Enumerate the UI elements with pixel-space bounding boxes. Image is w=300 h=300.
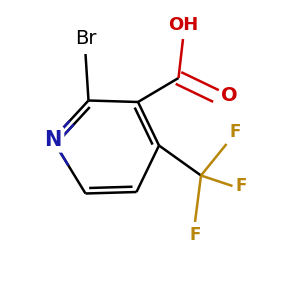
Text: O: O <box>221 86 238 106</box>
Text: F: F <box>236 177 247 195</box>
Text: OH: OH <box>168 16 198 34</box>
Text: F: F <box>230 123 241 141</box>
Text: Br: Br <box>75 29 96 48</box>
Text: N: N <box>44 130 61 149</box>
Text: F: F <box>189 226 201 244</box>
